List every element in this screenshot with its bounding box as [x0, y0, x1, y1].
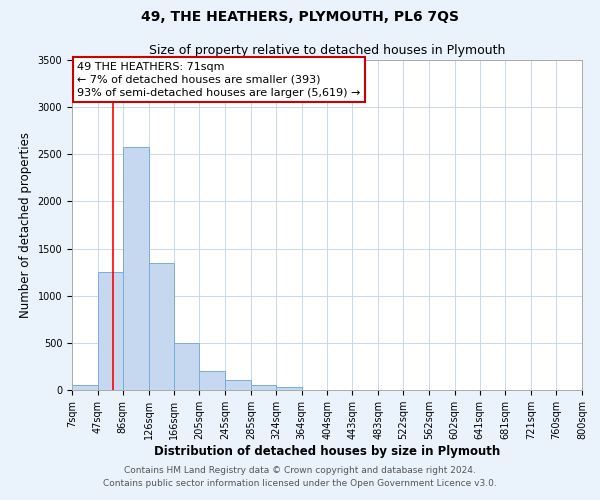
- Bar: [225, 380, 251, 390]
- Bar: [123, 146, 149, 390]
- Y-axis label: Number of detached properties: Number of detached properties: [19, 132, 32, 318]
- Text: Contains HM Land Registry data © Crown copyright and database right 2024.
Contai: Contains HM Land Registry data © Crown c…: [103, 466, 497, 487]
- Bar: [149, 262, 174, 390]
- Bar: [72, 386, 98, 390]
- Text: 49 THE HEATHERS: 71sqm
← 7% of detached houses are smaller (393)
93% of semi-det: 49 THE HEATHERS: 71sqm ← 7% of detached …: [77, 62, 361, 98]
- Bar: [251, 386, 276, 390]
- Bar: [174, 343, 199, 390]
- Text: 49, THE HEATHERS, PLYMOUTH, PL6 7QS: 49, THE HEATHERS, PLYMOUTH, PL6 7QS: [141, 10, 459, 24]
- Bar: [276, 387, 302, 390]
- Bar: [199, 371, 225, 390]
- X-axis label: Distribution of detached houses by size in Plymouth: Distribution of detached houses by size …: [154, 445, 500, 458]
- Bar: [98, 272, 123, 390]
- Title: Size of property relative to detached houses in Plymouth: Size of property relative to detached ho…: [149, 44, 505, 58]
